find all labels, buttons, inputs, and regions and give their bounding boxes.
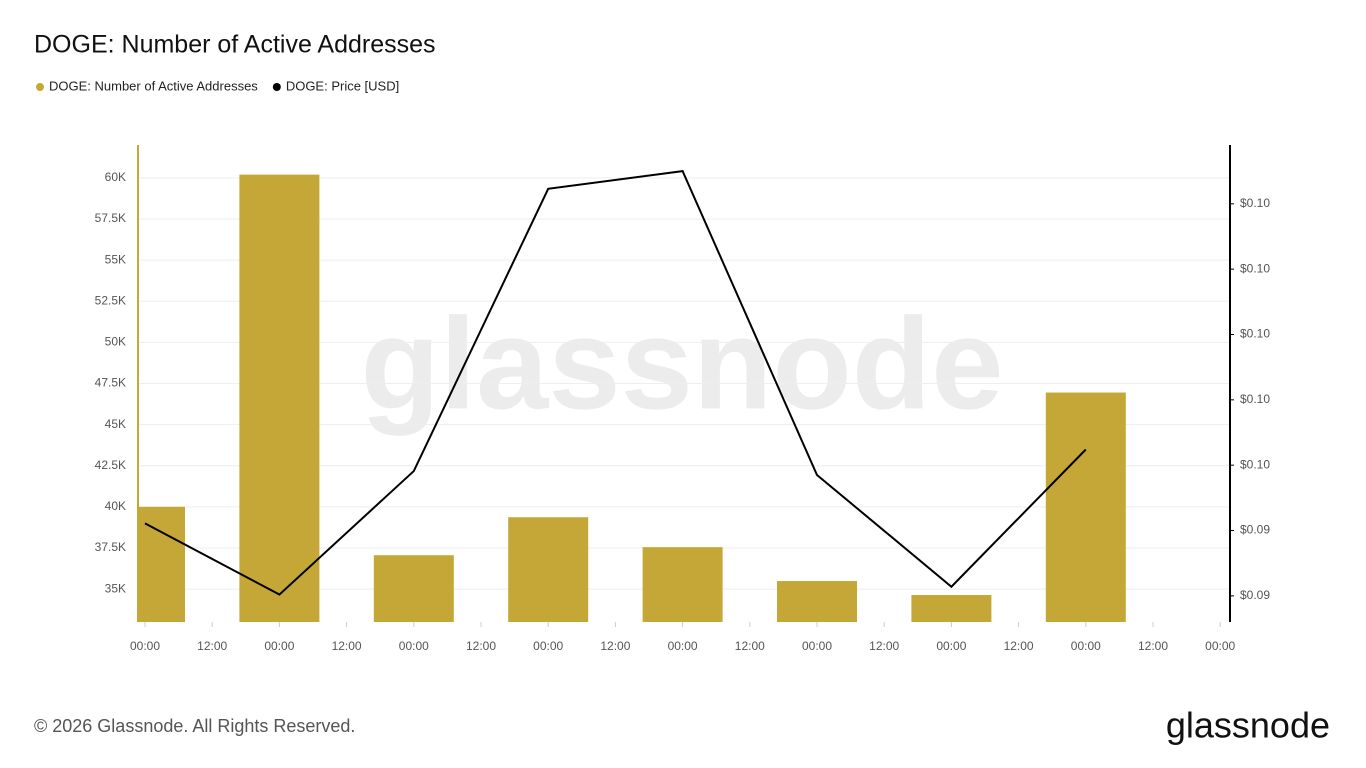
legend-label: DOGE: Number of Active Addresses	[49, 78, 258, 93]
y2-tick-label: $0.10	[1240, 327, 1270, 341]
y2-tick-label: $0.10	[1240, 261, 1270, 275]
x-tick-label: 12:00	[735, 639, 765, 653]
plot	[138, 170, 1126, 622]
y-tick-label: 52.5K	[95, 293, 126, 307]
x-tick-label: 00:00	[1071, 639, 1101, 653]
x-tick-label: 12:00	[869, 639, 899, 653]
y-tick-label: 35K	[105, 581, 126, 595]
y2-tick-label: $0.10	[1240, 457, 1270, 471]
bar	[1045, 392, 1126, 622]
x-tick-label: 00:00	[264, 639, 294, 653]
logo: glassnode	[1166, 705, 1330, 746]
x-tick-label: 12:00	[1004, 639, 1034, 653]
bar	[508, 517, 589, 622]
x-tick-label: 00:00	[936, 639, 966, 653]
x-tick-label: 12:00	[466, 639, 496, 653]
bar	[777, 581, 857, 622]
bar	[911, 595, 992, 622]
y-tick-label: 57.5K	[95, 211, 126, 225]
x-tick-label: 00:00	[1205, 639, 1235, 653]
y-tick-label: 50K	[105, 335, 126, 349]
legend-marker	[36, 83, 44, 91]
y-tick-label: 37.5K	[95, 540, 126, 554]
x-tick-label: 12:00	[197, 639, 227, 653]
price-line	[144, 170, 1087, 596]
y-tick-label: 55K	[105, 252, 126, 266]
y-tick-label: 47.5K	[95, 376, 126, 390]
bar	[642, 547, 723, 622]
x-tick-label: 00:00	[533, 639, 563, 653]
x-tick-label: 12:00	[332, 639, 362, 653]
y-tick-label: 60K	[105, 170, 126, 184]
y2-tick-label: $0.09	[1240, 523, 1270, 537]
legend-label: DOGE: Price [USD]	[286, 78, 399, 93]
x-tick-label: 00:00	[668, 639, 698, 653]
y-tick-label: 40K	[105, 499, 126, 513]
bar	[373, 555, 454, 622]
watermark: glassnode	[361, 290, 1004, 436]
x-tick-label: 00:00	[802, 639, 832, 653]
y2-tick-label: $0.09	[1240, 588, 1270, 602]
y-tick-label: 45K	[105, 417, 126, 431]
chart-title: DOGE: Number of Active Addresses	[34, 31, 436, 59]
footer: © 2026 Glassnode. All Rights Reserved.	[34, 716, 355, 736]
bar	[239, 174, 320, 622]
legend-marker	[272, 83, 281, 91]
y2-tick-label: $0.10	[1240, 196, 1270, 210]
bar	[138, 506, 185, 622]
x-tick-label: 00:00	[130, 639, 160, 653]
y-tick-label: 42.5K	[95, 458, 126, 472]
x-tick-label: 00:00	[399, 639, 429, 653]
y2-tick-label: $0.10	[1240, 392, 1270, 406]
x-tick-label: 12:00	[600, 639, 630, 653]
x-tick-label: 12:00	[1138, 639, 1168, 653]
